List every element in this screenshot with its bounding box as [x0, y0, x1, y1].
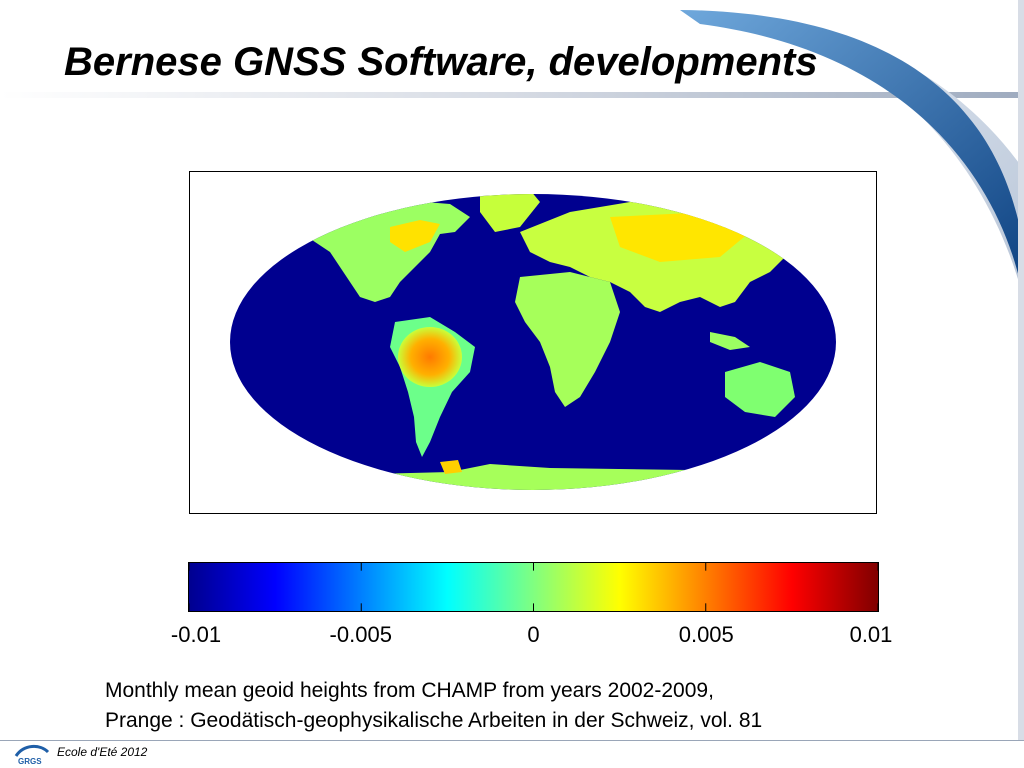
colorbar-tick-label: -0.01 — [170, 622, 222, 647]
geoid-map-panel — [189, 171, 877, 514]
antarctica — [250, 464, 830, 490]
australia — [725, 362, 795, 417]
colorbar-tick-label: 0.01 — [849, 622, 893, 647]
greenland — [480, 194, 540, 232]
colorbar — [188, 562, 879, 612]
colorbar-tick-label: 0.005 — [678, 622, 734, 647]
caption: Monthly mean geoid heights from CHAMP fr… — [105, 676, 762, 736]
africa — [515, 272, 620, 407]
geoid-world-map — [230, 194, 836, 490]
colorbar-tick-label: 0 — [527, 622, 540, 647]
slide-title: Bernese GNSS Software, developments — [64, 40, 818, 84]
header-decoration — [0, 92, 1024, 98]
caption-line-1: Monthly mean geoid heights from CHAMP fr… — [105, 679, 714, 702]
footer-divider — [0, 740, 1024, 741]
footer-text: Ecole d'Eté 2012 — [57, 745, 148, 759]
colorbar-tick-label: -0.005 — [329, 622, 392, 647]
caption-line-2: Prange : Geodätisch-geophysikalische Arb… — [105, 709, 763, 732]
svg-text:GRGS: GRGS — [18, 757, 42, 766]
grgs-logo: GRGS — [14, 745, 50, 766]
